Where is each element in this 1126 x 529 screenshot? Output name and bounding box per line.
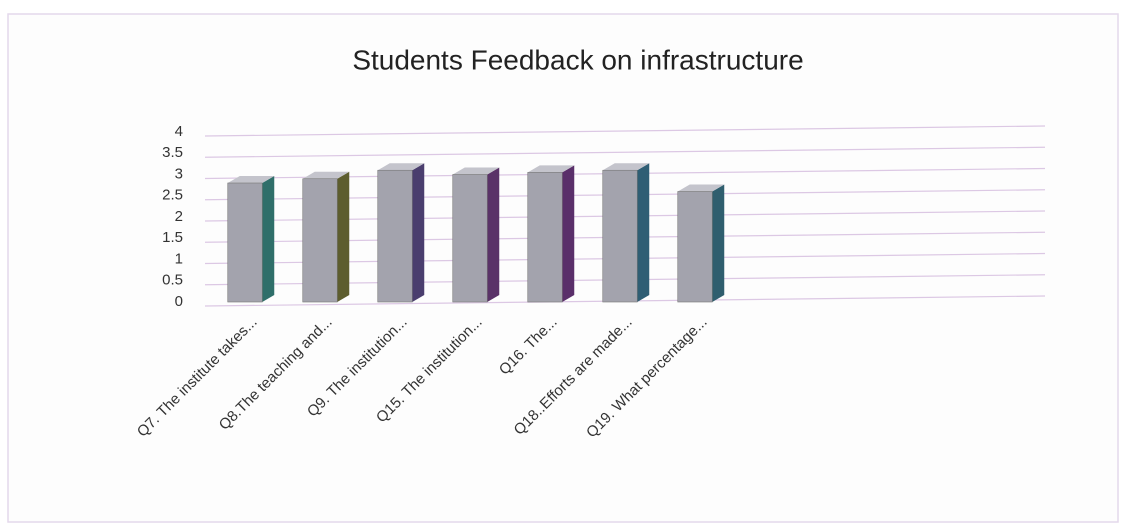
bar-side: [712, 184, 725, 302]
y-tick-label: 0: [175, 293, 183, 310]
bar: [302, 178, 338, 303]
grid-line: [204, 125, 1046, 137]
bar: [677, 191, 713, 303]
bar: [377, 169, 413, 303]
bar-top: [602, 163, 650, 171]
bar-side: [487, 167, 500, 302]
bar-top: [452, 167, 500, 175]
bar-side: [262, 176, 275, 302]
y-tick-label: 0.5: [162, 272, 183, 289]
grid-line: [204, 146, 1046, 158]
bar-top: [377, 163, 425, 171]
bar: [527, 172, 563, 303]
bar-side: [412, 163, 425, 302]
bar-top: [227, 176, 275, 183]
bar-side: [637, 163, 650, 302]
bar-top: [527, 165, 575, 173]
bar-side: [562, 165, 575, 302]
y-tick-label: 4: [175, 123, 183, 140]
bar: [452, 174, 488, 303]
bar-side: [337, 171, 350, 302]
bar: [227, 182, 263, 303]
chart-title: Students Feedback on infrastructure: [352, 44, 803, 75]
y-tick-label: 2: [175, 208, 183, 225]
y-tick-label: 1: [175, 250, 183, 267]
y-tick-label: 3.5: [162, 144, 183, 161]
bar-top: [677, 184, 725, 192]
y-tick-label: 3: [175, 165, 183, 182]
bar: [602, 169, 638, 303]
y-tick-label: 2.5: [162, 187, 183, 204]
bar-top: [302, 171, 350, 179]
y-tick-label: 1.5: [162, 229, 183, 246]
